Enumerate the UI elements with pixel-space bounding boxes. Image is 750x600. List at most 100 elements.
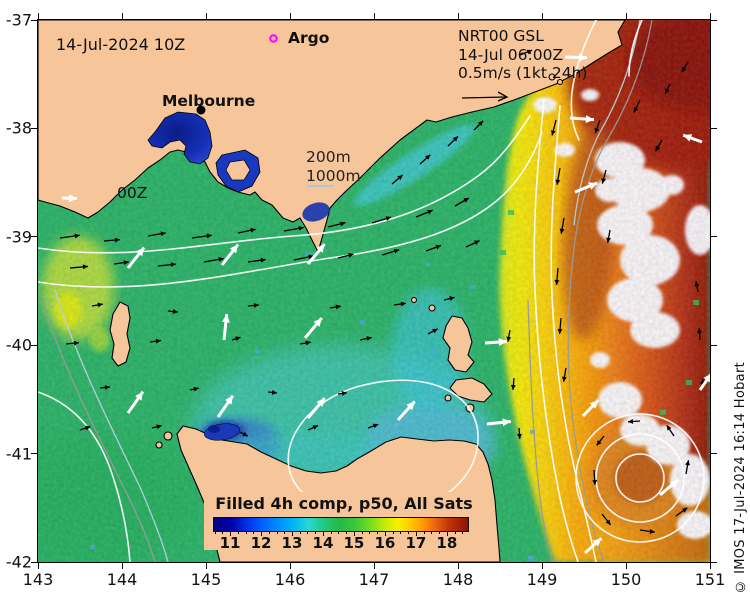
velocity-arrow-head [589, 400, 599, 409]
velocity-arrow-head [397, 175, 403, 181]
velocity-arrow-head [260, 257, 266, 263]
colorbar-tick-label-12: 12 [250, 534, 272, 552]
x-tick-label-149: 149 [526, 570, 558, 589]
stanley-bay-core [208, 425, 220, 433]
city-label-melbourne: Melbourne [162, 92, 256, 110]
velocity-arrow-head [605, 519, 611, 526]
velocity-arrow-head [435, 244, 442, 250]
velocity-arrow-head [506, 336, 512, 342]
copyright-credit: © IMOS 17-Jul-2024 16:14 Hobart [733, 362, 748, 594]
argo-marker-icon [269, 34, 278, 43]
colorbar-tick [431, 531, 433, 534]
y-tick-mark-right--42 [710, 561, 717, 563]
colorbar-tick [222, 531, 224, 534]
x-tick-label-150: 150 [610, 570, 642, 589]
ssh-contours [38, 20, 705, 562]
colorbar-tick [299, 531, 301, 534]
velocity-arrow-head [703, 374, 710, 383]
land-victoria [38, 20, 626, 253]
x-tick-mark-top-143 [37, 13, 39, 20]
velocity-arrow-head [135, 391, 143, 401]
velocity-arrow-head [425, 154, 431, 160]
velocity-arrow-head [498, 338, 507, 347]
colorbar-tick [268, 531, 270, 534]
x-tick-mark-top-148 [457, 13, 459, 20]
velocity-arrow-head [68, 194, 77, 203]
islet [548, 73, 556, 81]
y-tick-mark-right--39 [710, 236, 717, 238]
isobath-200m-label: 200m [306, 148, 351, 166]
x-tick-label-143: 143 [22, 570, 54, 589]
velocity-arrow-head [271, 389, 277, 395]
velocity-arrow-head [225, 395, 233, 405]
colorbar-tick [276, 531, 278, 534]
colorbar-tick [423, 531, 425, 534]
velocity-arrow-head [104, 385, 110, 390]
velocity-arrow-head [253, 303, 259, 308]
colorbar-tick [439, 531, 441, 534]
colorbar-tick [462, 531, 464, 534]
colorbar-tick [230, 531, 232, 536]
velocity-arrow-head [114, 237, 120, 243]
colorbar-tick [353, 531, 355, 536]
port-phillip-bay [147, 111, 213, 165]
y-tick-mark--38 [31, 127, 38, 129]
x-tick-label-145: 145 [190, 570, 222, 589]
velocity-arrow-head [155, 338, 161, 344]
y-tick-label--42: -42 [5, 552, 32, 572]
velocity-arrow-head [385, 216, 392, 221]
velocity-arrow-head [510, 384, 516, 390]
velocity-arrow-head [694, 281, 700, 287]
velocity-arrow-head [172, 309, 178, 314]
velocity-arrow-head [628, 419, 634, 424]
velocity-arrow-head [74, 233, 80, 239]
land-king-island [109, 301, 131, 367]
velocity-arrow-head [594, 127, 600, 134]
velocity-arrow-head [606, 237, 612, 243]
y-tick-label--37: -37 [5, 10, 32, 30]
velocity-arrow-head [250, 227, 256, 233]
islet [163, 431, 173, 441]
x-tick-mark-147 [373, 562, 375, 569]
velocity-arrow-head [449, 296, 455, 301]
velocity-arrow-head [366, 336, 372, 341]
y-tick-mark--40 [31, 344, 38, 346]
velocity-arrow-head [557, 328, 563, 334]
velocity-key-line3: 0.5m/s (1kt 24h) [458, 64, 588, 83]
colorbar-tick [392, 531, 394, 534]
velocity-arrow-head [601, 178, 607, 184]
y-tick-mark--37 [31, 19, 38, 21]
colorbar-tick [384, 531, 386, 536]
velocity-arrow-head [477, 120, 484, 127]
x-tick-mark-151 [709, 562, 711, 569]
islet [155, 441, 163, 449]
islet [444, 394, 452, 402]
colorbar-tick [291, 531, 293, 536]
colorbar-tick [361, 531, 363, 534]
velocity-arrow-head [123, 260, 129, 266]
velocity-arrow-head [406, 401, 415, 411]
velocity-arrow-head [218, 256, 224, 262]
velocity-arrow-head [229, 244, 239, 254]
current-arrows-white [61, 53, 710, 555]
velocity-arrow-head [82, 264, 88, 270]
x-tick-label-151: 151 [694, 570, 726, 589]
velocity-arrow-head [221, 314, 230, 323]
velocity-arrow-head [193, 386, 199, 392]
colorbar-tick [415, 531, 417, 536]
y-tick-mark--39 [31, 236, 38, 238]
x-tick-mark-top-147 [373, 13, 375, 20]
colorbar-tick-label-15: 15 [343, 534, 365, 552]
velocity-arrow-head [242, 431, 248, 437]
colorbar-tick [245, 531, 247, 534]
velocity-arrow-head [655, 145, 661, 152]
x-tick-mark-149 [541, 562, 543, 569]
argo-legend-label: Argo [288, 29, 330, 47]
velocity-arrow-head [313, 318, 322, 327]
colorbar-tick [315, 531, 317, 534]
velocity-arrow-head [400, 301, 406, 307]
colorbar-gradient [213, 517, 469, 532]
x-tick-mark-top-146 [289, 13, 291, 20]
velocity-arrow-head [393, 248, 400, 254]
